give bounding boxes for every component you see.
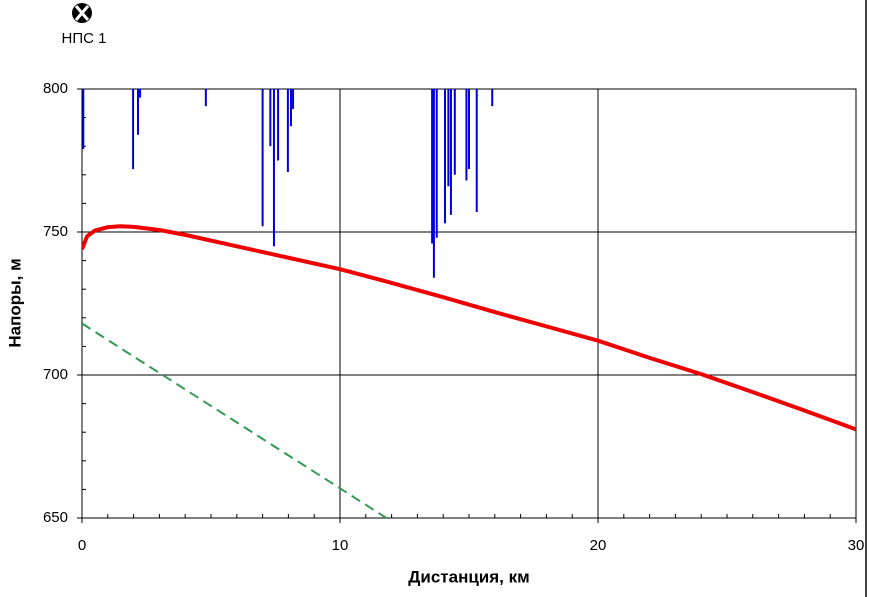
y-axis-title: Напоры, м	[5, 258, 24, 347]
x-axis-title: Дистанция, км	[408, 567, 529, 586]
x-tick-label: 20	[590, 537, 607, 554]
station-label: НПС 1	[62, 30, 107, 47]
y-tick-label: 750	[43, 223, 68, 240]
y-tick-label: 800	[43, 80, 68, 97]
x-tick-label: 10	[332, 537, 349, 554]
station-icon	[72, 3, 92, 23]
x-tick-label: 0	[78, 537, 86, 554]
y-tick-label: 650	[43, 509, 68, 526]
series-line	[82, 224, 856, 432]
x-tick-label: 30	[848, 537, 865, 554]
y-tick-label: 700	[43, 366, 68, 383]
series-line	[82, 322, 387, 518]
